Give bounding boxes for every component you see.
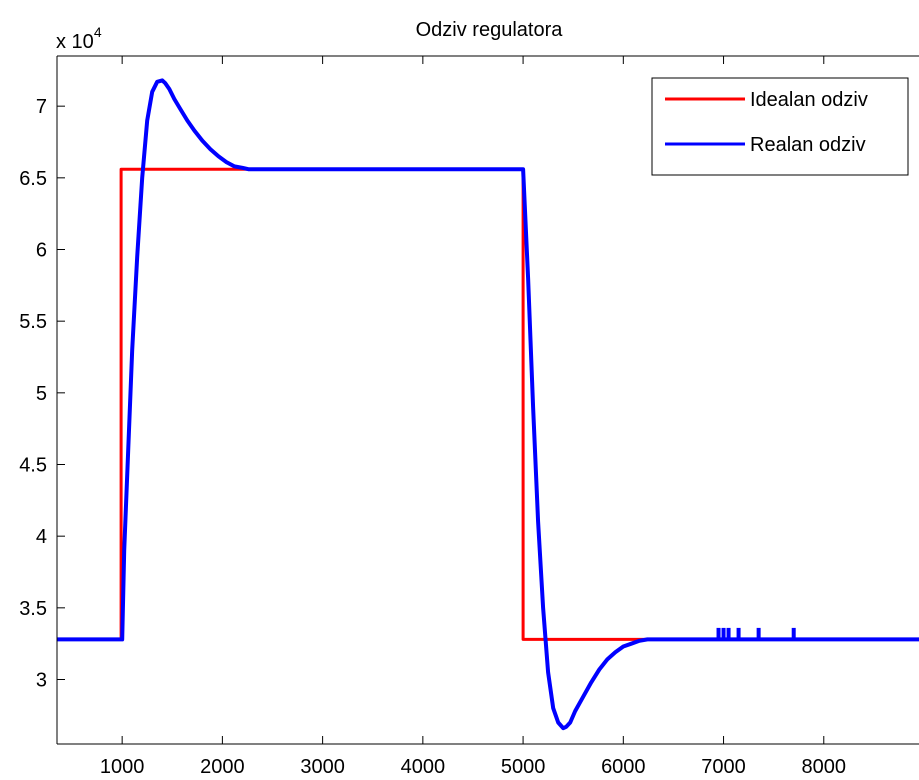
legend-label-idealan-odziv: Idealan odziv <box>750 89 868 111</box>
x-tick-label: 6000 <box>601 756 646 778</box>
y-tick-label: 4 <box>36 526 47 548</box>
x-axis-ticks: 1000 2000 3000 4000 5000 6000 7000 8000 <box>100 56 846 778</box>
chart-title: Odziv regulatora <box>416 19 564 41</box>
y-tick-label: 5 <box>36 383 47 405</box>
y-tick-label: 3 <box>36 670 47 692</box>
y-axis-ticks: 3 3.5 4 4.5 5 5.5 6 6.5 7 <box>19 96 65 692</box>
svg-text:x 104: x 104 <box>56 24 102 53</box>
y-multiplier-label: x 104 <box>56 24 102 53</box>
y-tick-label: 7 <box>36 96 47 118</box>
y-multiplier-exponent: 4 <box>94 24 102 40</box>
x-tick-label: 5000 <box>501 756 546 778</box>
blip-layer <box>716 627 796 640</box>
legend-label-realan-odziv: Realan odziv <box>750 134 866 156</box>
y-tick-label: 3.5 <box>19 598 47 620</box>
x-tick-label: 7000 <box>701 756 746 778</box>
y-tick-label: 4.5 <box>19 455 47 477</box>
x-tick-label: 1000 <box>100 756 145 778</box>
y-tick-label: 6.5 <box>19 168 47 190</box>
x-tick-label: 2000 <box>200 756 245 778</box>
y-tick-label: 6 <box>36 240 47 262</box>
x-tick-label: 8000 <box>802 756 847 778</box>
series-line-realan-odziv <box>57 78 919 731</box>
y-tick-label: 5.5 <box>19 311 47 333</box>
y-multiplier-prefix: x 10 <box>56 31 94 53</box>
series-layer <box>57 78 919 731</box>
x-tick-label: 4000 <box>401 756 446 778</box>
legend: Idealan odziv Realan odziv <box>651 77 909 176</box>
axes-frame <box>56 55 919 745</box>
legend-box <box>651 77 909 176</box>
x-tick-label: 3000 <box>300 756 345 778</box>
